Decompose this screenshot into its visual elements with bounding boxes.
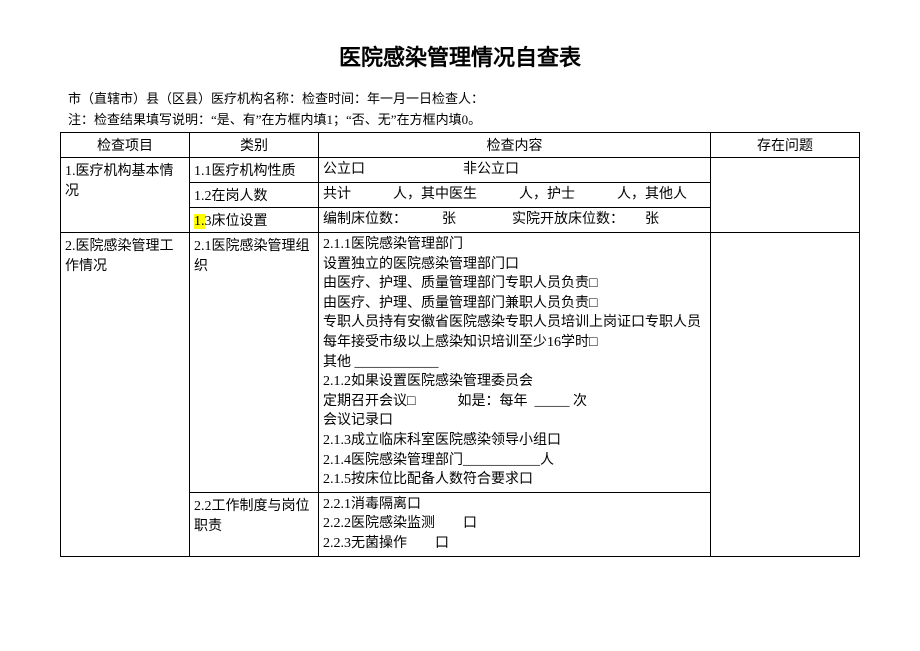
content-1-2: 共计 人，其中医生 人，护士 人，其他人 [319, 183, 711, 208]
col-item: 检查项目 [61, 133, 190, 158]
content-1-3: 编制床位数： 张 实院开放床位数： 张 [319, 208, 711, 233]
cat-2-2: 2.2工作制度与岗位职责 [190, 492, 319, 556]
main-table: 检查项目 类别 检查内容 存在问题 1.医疗机构基本情况 1.1医疗机构性质 公… [60, 132, 860, 557]
content-2-2: 2.2.1消毒隔离口2.2.2医院感染监测 口2.2.3无菌操作 口 [319, 492, 711, 556]
cat-1-1: 1.1医疗机构性质 [190, 158, 319, 183]
col-category: 类别 [190, 133, 319, 158]
table-row: 2.医院感染管理工作情况 2.1医院感染管理组织 2.1.1医院感染管理部门设置… [61, 233, 860, 493]
item-cell-2: 2.医院感染管理工作情况 [61, 233, 190, 557]
header-line-2: 注：检查结果填写说明：“是、有”在方框内填1；“否、无”在方框内填0。 [60, 109, 860, 128]
problem-1 [711, 158, 860, 233]
page-title: 医院感染管理情况自查表 [60, 40, 860, 72]
col-content: 检查内容 [319, 133, 711, 158]
table-row: 1.医疗机构基本情况 1.1医疗机构性质 公立口 非公立口 [61, 158, 860, 183]
content-1-1: 公立口 非公立口 [319, 158, 711, 183]
col-problem: 存在问题 [711, 133, 860, 158]
problem-2 [711, 233, 860, 557]
cat-1-2: 1.2在岗人数 [190, 183, 319, 208]
cat-2-1: 2.1医院感染管理组织 [190, 233, 319, 493]
content-2-1: 2.1.1医院感染管理部门设置独立的医院感染管理部门口由医疗、护理、质量管理部门… [319, 233, 711, 493]
cat-1-3-hl: 1. [194, 214, 205, 229]
header-row: 检查项目 类别 检查内容 存在问题 [61, 133, 860, 158]
cat-1-3: 1.3床位设置 [190, 208, 319, 233]
item-cell-1: 1.医疗机构基本情况 [61, 158, 190, 233]
header-line-1: 市（直辖市）县（区县）医疗机构名称：检查时间：年一月一日检查人： [60, 88, 860, 107]
cat-1-3-rest: 3床位设置 [205, 214, 268, 229]
